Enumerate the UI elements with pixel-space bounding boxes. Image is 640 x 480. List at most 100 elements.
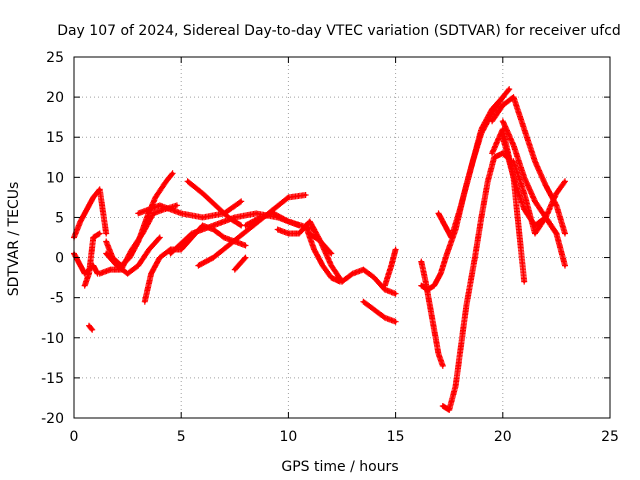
data-point bbox=[145, 216, 149, 219]
data-point bbox=[362, 300, 365, 304]
data-point bbox=[244, 224, 247, 227]
data-point bbox=[254, 212, 258, 215]
data-point bbox=[79, 264, 82, 267]
data-point bbox=[276, 228, 280, 231]
data-point bbox=[533, 200, 537, 203]
data-point bbox=[555, 191, 558, 195]
data-point bbox=[512, 159, 515, 163]
x-tick-label: 0 bbox=[70, 429, 79, 445]
data-point bbox=[104, 232, 108, 235]
y-tick-label: -20 bbox=[41, 411, 64, 427]
data-point bbox=[340, 280, 344, 284]
data-series-arc-1 bbox=[71, 186, 110, 241]
data-point bbox=[563, 264, 567, 267]
data-point bbox=[91, 195, 95, 199]
data-point bbox=[226, 216, 230, 219]
data-point bbox=[329, 264, 333, 267]
data-point bbox=[211, 256, 215, 259]
data-point bbox=[169, 252, 172, 255]
data-point bbox=[439, 272, 443, 275]
data-point bbox=[426, 288, 430, 292]
data-point bbox=[362, 268, 365, 271]
data-marks bbox=[381, 246, 399, 289]
data-point bbox=[490, 151, 494, 155]
data-point bbox=[297, 232, 301, 235]
y-tick-label: 5 bbox=[55, 210, 64, 226]
data-marks bbox=[360, 298, 399, 325]
x-axis-label: GPS time / hours bbox=[281, 459, 398, 475]
data-point bbox=[501, 151, 505, 155]
data-point bbox=[136, 264, 140, 267]
data-point bbox=[458, 352, 462, 356]
data-point bbox=[464, 304, 468, 308]
data-point bbox=[544, 183, 548, 187]
data-point bbox=[104, 252, 108, 255]
data-point bbox=[136, 212, 140, 215]
data-point bbox=[329, 252, 333, 255]
data-point bbox=[222, 236, 226, 239]
data-point bbox=[201, 191, 205, 195]
data-point bbox=[428, 304, 432, 308]
data-point bbox=[98, 232, 102, 235]
data-point bbox=[211, 224, 215, 227]
data-point bbox=[522, 175, 526, 179]
data-point bbox=[271, 208, 275, 211]
data-point bbox=[308, 220, 312, 223]
data-point bbox=[441, 364, 445, 368]
axis-ticks: 0 5 10 15 20 25 -20 -15 -10 -5 0 5 10 15 20 25 bbox=[41, 50, 619, 445]
data-point bbox=[522, 280, 526, 284]
data-point bbox=[241, 232, 245, 235]
data-point bbox=[87, 272, 91, 275]
data-point bbox=[147, 248, 151, 251]
data-point bbox=[469, 167, 473, 171]
data-point bbox=[501, 95, 505, 99]
data-point bbox=[501, 119, 505, 123]
data-point bbox=[244, 256, 247, 259]
x-tick-label: 5 bbox=[177, 429, 186, 445]
data-point bbox=[449, 236, 453, 239]
data-point bbox=[563, 232, 567, 235]
plot-frame bbox=[73, 56, 611, 419]
data-point bbox=[533, 159, 537, 163]
data-point bbox=[501, 135, 505, 139]
data-series-arc-13 bbox=[231, 254, 249, 273]
data-point bbox=[490, 107, 494, 111]
data-point bbox=[512, 175, 515, 179]
data-point bbox=[501, 103, 505, 107]
y-tick-label: 20 bbox=[46, 90, 64, 106]
data-point bbox=[214, 204, 217, 207]
chart-title: Day 107 of 2024, Sidereal Day-to-day VTE… bbox=[57, 23, 621, 39]
data-series-arc-19 bbox=[360, 298, 399, 325]
data-point bbox=[158, 204, 162, 207]
data-point bbox=[522, 191, 526, 195]
data-point bbox=[196, 264, 200, 267]
data-point bbox=[83, 284, 87, 288]
y-tick-label: 25 bbox=[46, 50, 64, 66]
data-point bbox=[533, 232, 537, 235]
x-tick-label: 25 bbox=[601, 429, 619, 445]
data-marks bbox=[86, 322, 96, 333]
data-marks bbox=[71, 250, 101, 277]
data-point bbox=[372, 308, 376, 312]
y-tick-label: 0 bbox=[55, 251, 64, 267]
data-point bbox=[211, 228, 215, 231]
data-point bbox=[87, 324, 91, 328]
data-point bbox=[437, 352, 440, 356]
data-point bbox=[154, 195, 157, 199]
data-point bbox=[479, 127, 483, 131]
data-point bbox=[239, 224, 243, 227]
data-series-arc-21 bbox=[418, 258, 446, 369]
data-point bbox=[479, 216, 483, 219]
data-point bbox=[522, 127, 526, 131]
data-point bbox=[522, 208, 526, 211]
data-point bbox=[383, 288, 387, 292]
data-series-arc-17 bbox=[306, 230, 335, 257]
data-point bbox=[458, 208, 462, 211]
data-point bbox=[98, 272, 102, 275]
data-point bbox=[186, 179, 190, 183]
data-point bbox=[555, 204, 558, 207]
data-point bbox=[351, 272, 355, 275]
data-marks bbox=[81, 230, 103, 289]
data-point bbox=[308, 232, 312, 235]
